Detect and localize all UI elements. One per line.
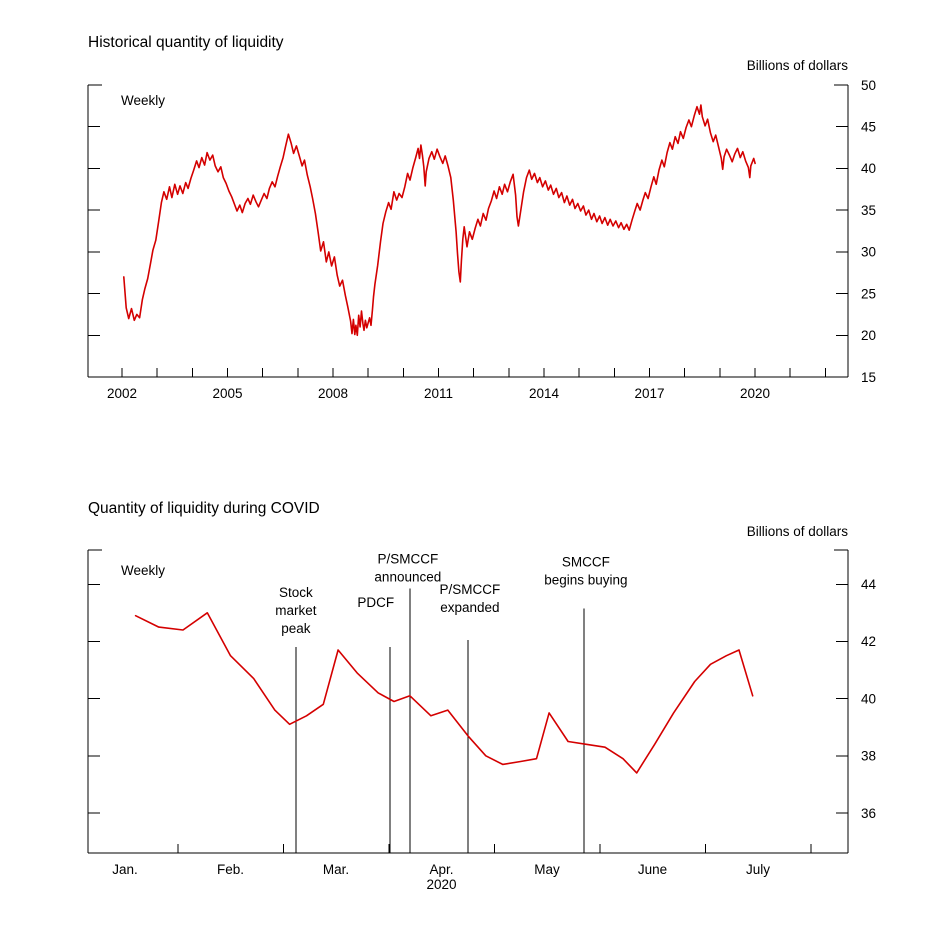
event-label: announced: [374, 570, 441, 585]
x-tick-label: Jan.: [112, 862, 138, 877]
x-tick-label: 2002: [107, 386, 137, 401]
y-tick-label: 38: [861, 749, 876, 764]
x-tick-label: Mar.: [323, 862, 349, 877]
y-tick-label: 20: [861, 328, 876, 343]
historical-chart-plot: 15 20 25 30 35 40 45 50 2002 2005 2008 2011 2014 2017…: [87, 78, 876, 401]
x-tick-label: 2020: [740, 386, 770, 401]
y-tick-label: 44: [861, 577, 877, 592]
event-label: P/SMCCF: [377, 552, 438, 567]
historical-units-label: Billions of dollars: [746, 58, 848, 73]
event-label: P/SMCCF: [440, 582, 501, 597]
event-label: peak: [281, 621, 311, 636]
series-line: [123, 104, 756, 337]
covid-frequency-label: Weekly: [121, 563, 166, 578]
series-line: [134, 612, 754, 774]
event-label: market: [275, 603, 317, 618]
x-tick-label: Apr.: [429, 862, 453, 877]
event-label: expanded: [440, 600, 499, 615]
y-tick-label: 25: [861, 286, 876, 301]
x-tick-label: 2011: [424, 386, 453, 401]
event-label: PDCF: [357, 595, 394, 610]
x-tick-label: 2014: [529, 386, 560, 401]
x-tick-label: July: [746, 862, 770, 877]
x-tick-label: Feb.: [217, 862, 244, 877]
event-label: SMCCF: [562, 555, 610, 570]
y-tick-label: 15: [861, 370, 876, 385]
y-tick-label: 40: [861, 161, 876, 176]
event-label: Stock: [279, 585, 313, 600]
y-tick-label: 30: [861, 245, 876, 260]
event-label: begins buying: [544, 573, 627, 588]
y-tick-label: 45: [861, 120, 876, 135]
historical-frequency-label: Weekly: [121, 93, 166, 108]
x-tick-label: May: [534, 862, 560, 877]
covid-units-label: Billions of dollars: [746, 524, 848, 539]
y-tick-label: 40: [861, 691, 876, 706]
x-tick-label: June: [638, 862, 667, 877]
covid-chart-plot: 36 38 40 42 44 Jan. Feb. Mar. Apr. May June July 202…: [87, 549, 877, 892]
y-tick-label: 35: [861, 203, 876, 218]
y-tick-label: 42: [861, 634, 876, 649]
historical-chart-title: Historical quantity of liquidity: [88, 34, 284, 51]
x-axis-year-label: 2020: [426, 877, 456, 892]
y-tick-label: 36: [861, 806, 876, 821]
x-tick-label: 2008: [318, 386, 348, 401]
y-tick-label: 50: [861, 78, 876, 93]
x-tick-label: 2017: [635, 386, 665, 401]
x-tick-label: 2005: [212, 386, 242, 401]
covid-chart-title: Quantity of liquidity during COVID: [88, 500, 320, 517]
